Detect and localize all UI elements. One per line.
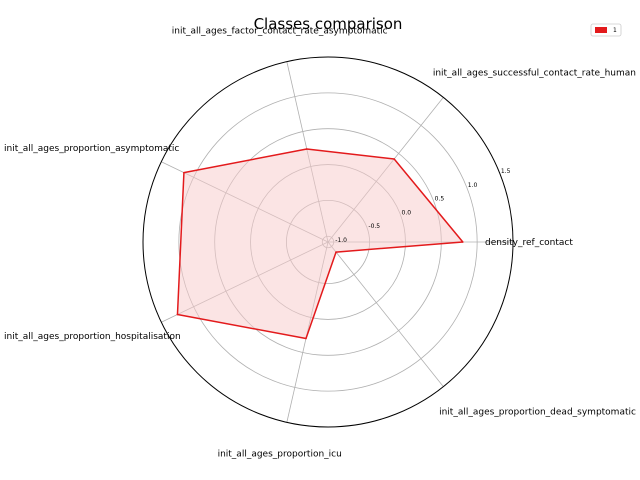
axis-label: init_all_ages_proportion_icu [218,450,342,460]
axis-label: init_all_ages_proportion_hospitalisation [4,332,181,342]
series-point [335,251,337,253]
legend-label: 1 [613,27,617,34]
series-point [183,171,185,174]
axis-label: init_all_ages_successful_contact_rate_hu… [433,68,636,78]
chart-title: Classes comparison [254,15,403,33]
radial-tick-label: -1.0 [335,237,347,244]
radial-tick-label: 1.5 [501,168,511,175]
polar-frame [142,56,514,428]
radar-axis-labels: -1.0-0.50.00.51.01.5density_ref_contacti… [4,26,636,459]
series-point [462,241,464,243]
axis-label: init_all_ages_proportion_dead_symptomati… [439,408,636,418]
legend-swatch [595,27,607,33]
series-point [176,313,179,316]
radial-tick-label: 1.0 [468,182,478,189]
radial-tick-label: 0.0 [402,209,412,216]
axis-label: init_all_ages_proportion_asymptomatic [4,144,179,154]
radial-tick-label: 0.5 [435,196,445,203]
series-line [176,148,464,340]
series-point [305,337,307,340]
series-point [393,158,395,160]
series-area [177,149,463,339]
radar-series-layer [176,148,464,340]
radial-tick-label: -0.5 [368,223,380,230]
grid-spoke [327,241,444,387]
chart-legend: 1 [590,23,622,37]
axis-label: init_all_ages_factor_contact_rate_asympt… [172,26,388,36]
axis-label: density_ref_contact [485,238,573,248]
series-point [305,148,308,150]
